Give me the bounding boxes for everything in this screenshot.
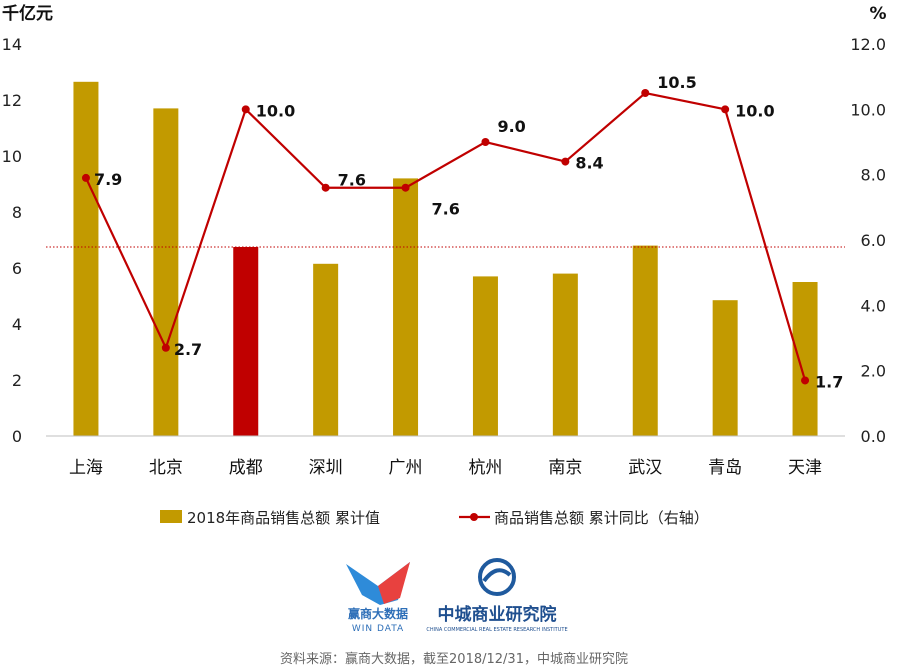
line-point xyxy=(81,173,90,182)
left-tick-label: 10 xyxy=(2,147,22,166)
bar xyxy=(233,247,259,436)
data-label: 8.4 xyxy=(575,154,603,173)
category-label: 天津 xyxy=(788,458,822,478)
data-label: 10.0 xyxy=(256,101,295,120)
bar xyxy=(313,263,339,436)
right-tick-label: 0.0 xyxy=(861,427,886,446)
zhongcheng-logo-swoosh xyxy=(482,568,512,583)
right-tick-label: 12.0 xyxy=(850,35,886,54)
right-tick-label: 6.0 xyxy=(861,231,886,250)
data-label: 9.0 xyxy=(497,117,525,136)
legend-swatch-bar xyxy=(160,510,182,523)
right-tick-label: 10.0 xyxy=(850,100,886,119)
category-label: 杭州 xyxy=(468,458,502,478)
category-label: 武汉 xyxy=(628,458,662,478)
data-label: 2.7 xyxy=(174,340,202,359)
bar xyxy=(393,178,419,436)
left-tick-label: 6 xyxy=(12,259,22,278)
left-tick-label: 8 xyxy=(12,203,22,222)
right-tick-label: 4.0 xyxy=(861,296,886,315)
bar xyxy=(472,276,498,436)
left-axis-unit: 千亿元 xyxy=(2,3,53,24)
category-label: 深圳 xyxy=(309,458,343,478)
bar xyxy=(632,245,658,436)
bar xyxy=(792,282,818,436)
line-point xyxy=(161,343,170,352)
left-tick-label: 4 xyxy=(12,315,22,334)
line-point xyxy=(561,157,570,166)
line-point xyxy=(801,376,810,385)
data-label: 10.0 xyxy=(735,101,774,120)
category-label: 上海 xyxy=(69,458,103,478)
bar xyxy=(552,273,578,436)
legend: 2018年商品销售总额 累计值 商品销售总额 累计同比（右轴） xyxy=(160,509,709,527)
legend-label-bar: 2018年商品销售总额 累计值 xyxy=(187,509,380,527)
windata-logo-cn: 赢商大数据 xyxy=(348,606,408,621)
bar-series xyxy=(73,81,818,437)
category-label: 青岛 xyxy=(708,458,742,478)
zhongcheng-logo-en: CHINA COMMERCIAL REAL ESTATE RESEARCH IN… xyxy=(426,627,567,633)
data-label: 10.5 xyxy=(657,73,696,92)
line-point xyxy=(481,138,490,146)
category-label: 南京 xyxy=(548,458,582,478)
line-point xyxy=(641,89,650,97)
left-tick-label: 2 xyxy=(12,371,22,390)
source-footer: 资料来源：赢商大数据，截至2018/12/31，中城商业研究院 xyxy=(280,652,628,667)
bar xyxy=(73,81,99,437)
zhongcheng-logo: 中城商业研究院 CHINA COMMERCIAL REAL ESTATE RES… xyxy=(426,558,568,633)
line-path xyxy=(84,91,807,381)
line-point xyxy=(401,183,410,192)
zhongcheng-logo-cn: 中城商业研究院 xyxy=(438,604,557,625)
right-axis-unit: % xyxy=(869,4,886,24)
legend-label-line: 商品销售总额 累计同比（右轴） xyxy=(494,509,709,527)
category-label: 广州 xyxy=(389,458,423,478)
category-label: 成都 xyxy=(229,458,263,478)
data-label: 7.6 xyxy=(432,200,460,219)
data-label: 7.9 xyxy=(94,170,122,189)
axes: 0 2 4 6 8 10 12 14 0.0 2.0 4.0 6.0 8.0 10.0 12.0 千亿元 % 上海… xyxy=(2,3,887,478)
windata-logo-shape-red xyxy=(378,562,410,604)
line-point xyxy=(241,105,250,114)
right-tick-label: 8.0 xyxy=(861,166,886,185)
category-label: 北京 xyxy=(149,458,183,478)
left-tick-label: 14 xyxy=(2,35,22,54)
zhongcheng-logo-ring xyxy=(478,558,516,596)
left-tick-label: 12 xyxy=(2,91,22,110)
bar xyxy=(153,108,179,437)
line-point xyxy=(321,183,330,192)
right-tick-label: 2.0 xyxy=(861,362,886,381)
left-tick-label: 0 xyxy=(12,427,22,446)
bar xyxy=(712,300,738,436)
line-series: 7.9 2.7 10.0 7.6 7.6 9.0 8.4 10.5 10.0 1.7 xyxy=(81,73,843,391)
legend-swatch-marker xyxy=(470,513,478,521)
data-label: 1.7 xyxy=(815,372,843,391)
line-point xyxy=(721,105,730,114)
windata-logo-en: WIN DATA xyxy=(352,624,404,634)
data-label: 7.6 xyxy=(338,171,366,190)
windata-logo: 赢商大数据 WIN DATA xyxy=(346,562,410,634)
